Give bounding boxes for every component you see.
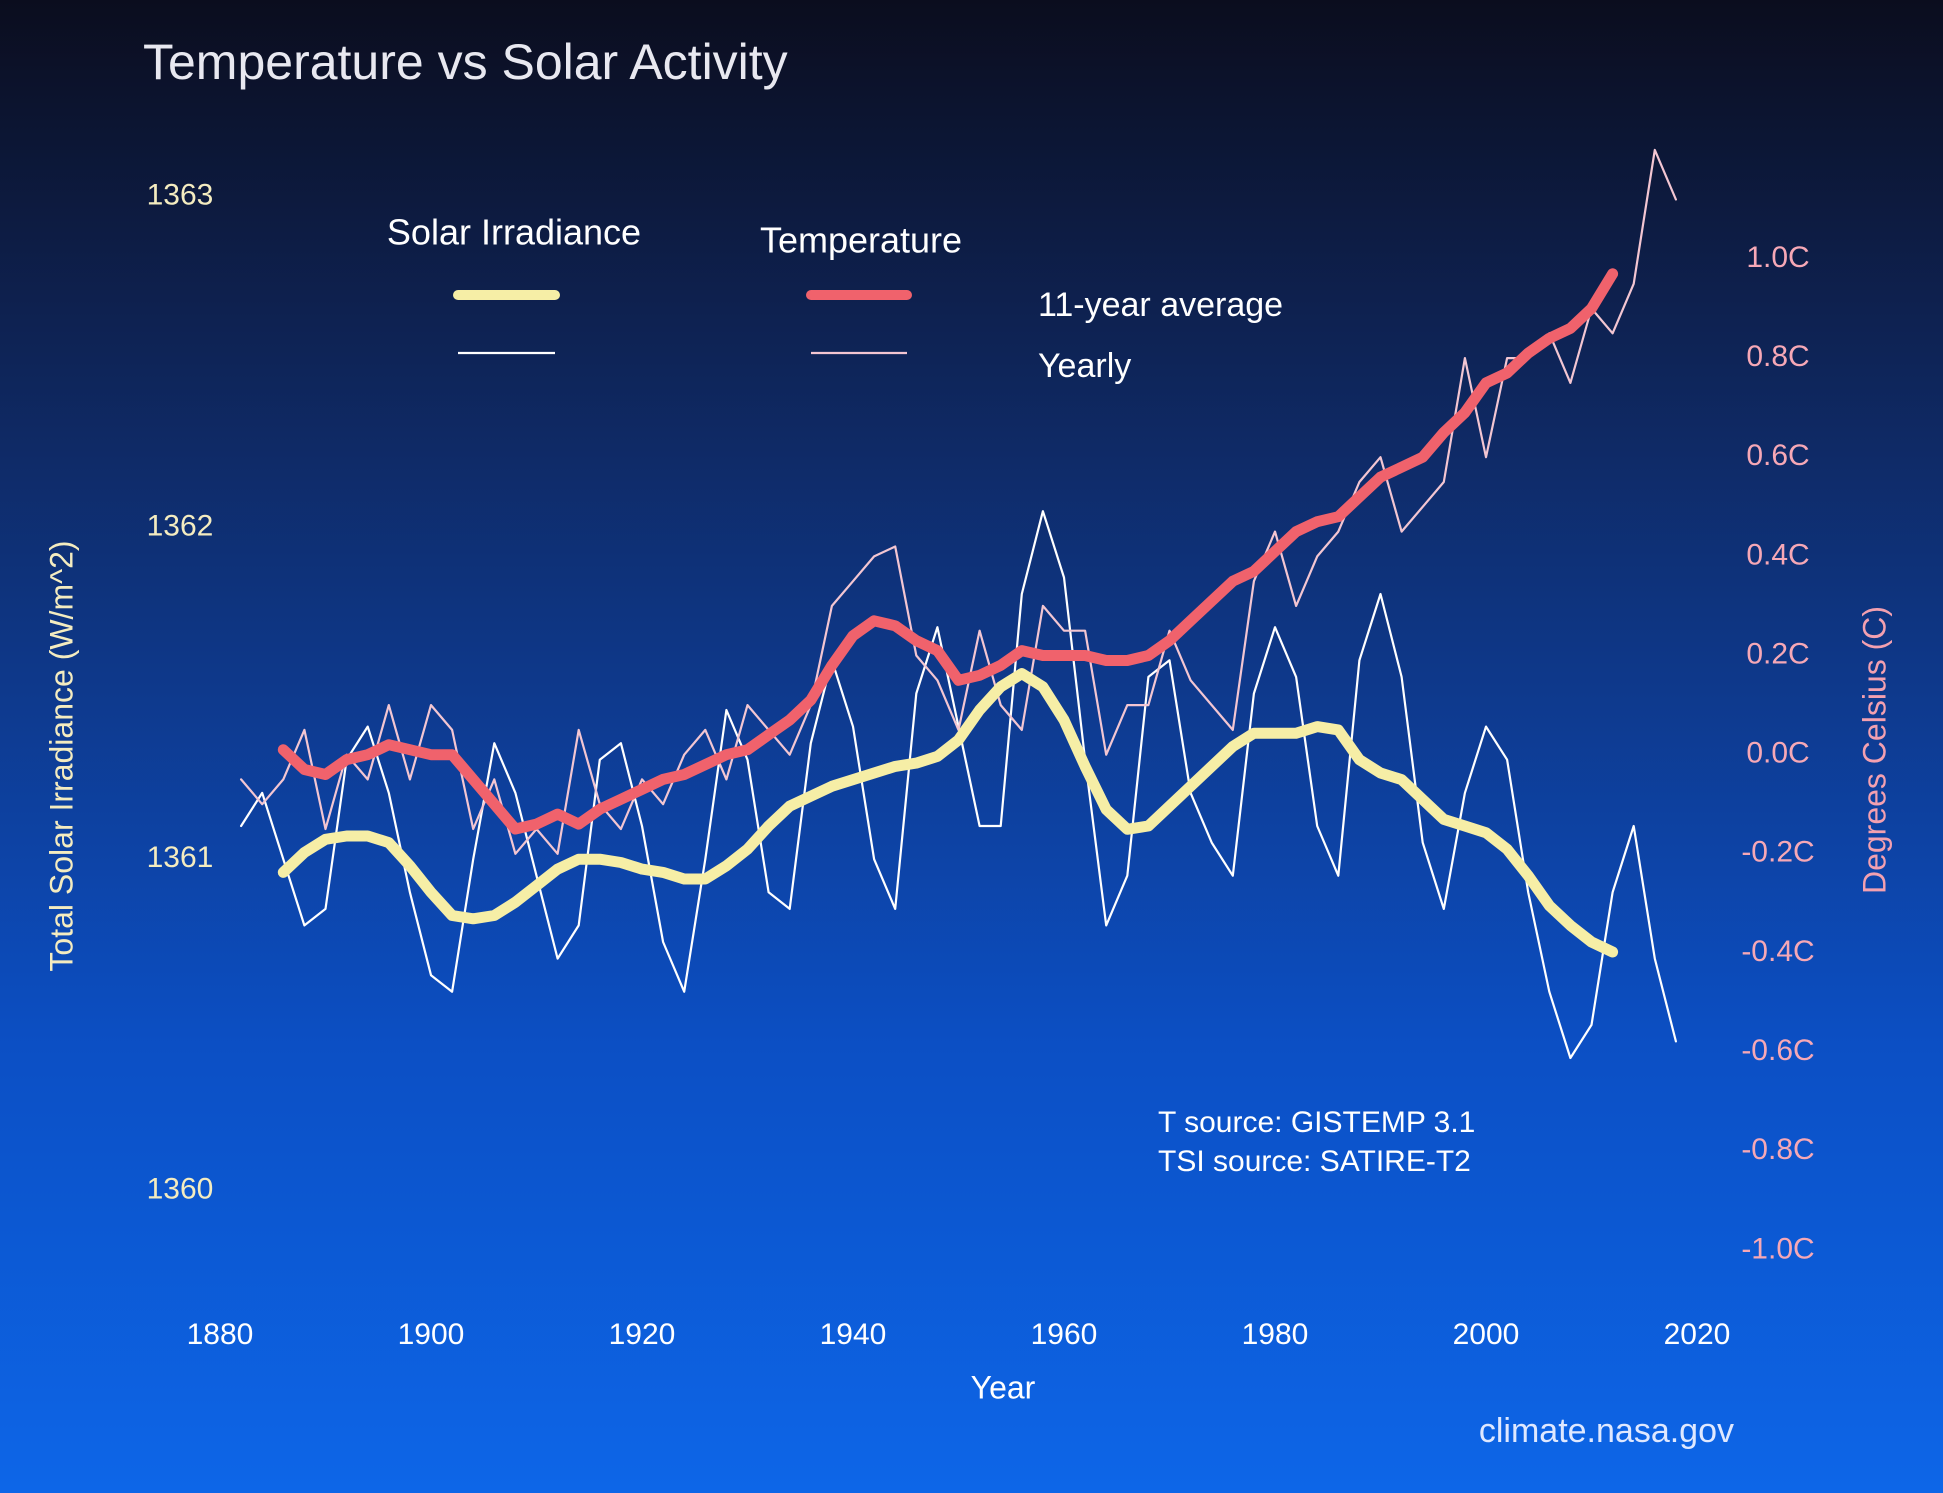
y-tick-label: 1363 <box>147 178 214 211</box>
annotation: T source: GISTEMP 3.1 <box>1158 1106 1475 1139</box>
x-axis-label: Year <box>971 1369 1036 1405</box>
legend-header: Solar Irradiance <box>387 212 641 253</box>
annotation: TSI source: SATIRE-T2 <box>1158 1145 1471 1178</box>
y-tick-label: 1361 <box>147 841 214 874</box>
y2-tick-label: 0.6C <box>1746 439 1809 472</box>
x-tick-label: 1900 <box>398 1318 465 1351</box>
chart-title: Temperature vs Solar Activity <box>143 34 788 90</box>
y2-tick-label: 0.2C <box>1746 637 1809 670</box>
yearly-line <box>240 148 1677 855</box>
x-tick-label: 1960 <box>1031 1318 1098 1351</box>
average-line <box>277 668 1619 958</box>
y2-tick-label: 1.0C <box>1746 241 1809 274</box>
y-tick-label: 1360 <box>147 1172 214 1205</box>
y2-tick-label: -0.4C <box>1741 935 1814 968</box>
legend-label: 11-year average <box>1038 286 1283 324</box>
average-line <box>277 268 1619 835</box>
x-tick-label: 1880 <box>187 1318 254 1351</box>
y2-tick-label: 0.4C <box>1746 538 1809 571</box>
x-tick-label: 1980 <box>1242 1318 1309 1351</box>
credit: climate.nasa.gov <box>1479 1412 1734 1450</box>
x-tick-label: 2020 <box>1664 1318 1731 1351</box>
y2-tick-label: -0.8C <box>1741 1133 1814 1166</box>
y2-tick-label: -0.2C <box>1741 836 1814 869</box>
y2-axis-label: Degrees Celsius (C) <box>1856 606 1892 894</box>
y-axis-label: Total Solar Irradiance (W/m^2) <box>43 540 79 971</box>
x-tick-label: 1940 <box>820 1318 887 1351</box>
y2-tick-label: -1.0C <box>1741 1232 1814 1265</box>
legend-label: Yearly <box>1038 347 1131 385</box>
legend-header: Temperature <box>760 220 962 261</box>
x-tick-label: 1920 <box>609 1318 676 1351</box>
x-tick-label: 2000 <box>1453 1318 1520 1351</box>
y2-tick-label: -0.6C <box>1741 1034 1814 1067</box>
y2-tick-label: 0.0C <box>1746 737 1809 770</box>
y-tick-label: 1362 <box>147 510 214 543</box>
y2-tick-label: 0.8C <box>1746 340 1809 373</box>
